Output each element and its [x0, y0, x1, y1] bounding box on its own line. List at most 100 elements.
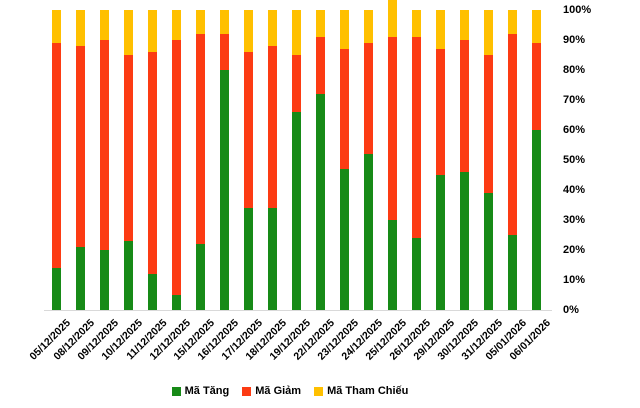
bar-segment-2 — [196, 10, 205, 34]
bar-segment-0 — [316, 94, 325, 310]
bar-25-12-2025 — [388, 0, 397, 310]
legend-label: Mã Tăng — [184, 385, 230, 397]
bar-segment-1 — [172, 40, 181, 295]
bar-segment-1 — [76, 46, 85, 247]
bar-26-12-2025 — [412, 10, 421, 310]
bar-segment-0 — [268, 208, 277, 310]
bar-05-12-2025 — [52, 10, 61, 310]
bar-29-12-2025 — [436, 10, 445, 310]
y-tick-label: 40% — [563, 184, 586, 196]
bar-10-12-2025 — [124, 10, 133, 310]
bar-segment-1 — [268, 46, 277, 208]
legend-swatch-icon — [171, 386, 181, 396]
bar-05-01-2026 — [508, 10, 517, 310]
bar-segment-2 — [484, 10, 493, 55]
bar-23-12-2025 — [340, 10, 349, 310]
bar-segment-0 — [364, 154, 373, 310]
bar-30-12-2025 — [460, 10, 469, 310]
bar-segment-1 — [340, 49, 349, 169]
bar-segment-1 — [436, 49, 445, 175]
bar-segment-0 — [340, 169, 349, 310]
bar-segment-0 — [220, 70, 229, 310]
bar-segment-1 — [196, 34, 205, 244]
y-tick-label: 10% — [563, 274, 586, 286]
y-tick-label: 0% — [563, 304, 579, 316]
bar-16-12-2025 — [220, 10, 229, 310]
bar-06-01-2026 — [532, 10, 541, 310]
bar-segment-1 — [484, 55, 493, 193]
y-tick-label: 70% — [563, 94, 586, 106]
y-tick-label: 100% — [563, 4, 592, 16]
bar-segment-1 — [316, 37, 325, 94]
legend-item-0: Mã Tăng — [171, 385, 230, 397]
legend-label: Mã Tham Chiếu — [327, 385, 409, 397]
bar-segment-2 — [412, 10, 421, 37]
bar-segment-0 — [244, 208, 253, 310]
legend-item-1: Mã Giảm — [242, 385, 301, 397]
y-tick-label: 20% — [563, 244, 586, 256]
bar-08-12-2025 — [76, 10, 85, 310]
bar-segment-2 — [436, 10, 445, 49]
bar-segment-2 — [532, 10, 541, 43]
bar-segment-2 — [316, 10, 325, 37]
legend-item-2: Mã Tham Chiếu — [314, 385, 408, 397]
bar-18-12-2025 — [268, 10, 277, 310]
bar-segment-1 — [244, 52, 253, 208]
bar-segment-1 — [100, 40, 109, 250]
bar-17-12-2025 — [244, 10, 253, 310]
bar-segment-2 — [460, 10, 469, 40]
bar-19-12-2025 — [292, 10, 301, 310]
bar-24-12-2025 — [364, 10, 373, 310]
y-tick-label: 30% — [563, 214, 586, 226]
bar-segment-0 — [292, 112, 301, 310]
bar-segment-2 — [100, 10, 109, 40]
bar-segment-0 — [100, 250, 109, 310]
bar-segment-0 — [124, 241, 133, 310]
x-axis-line — [44, 310, 552, 311]
bar-22-12-2025 — [316, 10, 325, 310]
bar-segment-1 — [364, 43, 373, 154]
bar-segment-1 — [148, 52, 157, 274]
bar-segment-2 — [292, 10, 301, 55]
bar-segment-2 — [148, 10, 157, 52]
bar-segment-2 — [268, 10, 277, 46]
bar-segment-0 — [532, 130, 541, 310]
bar-segment-1 — [292, 55, 301, 112]
bar-09-12-2025 — [100, 10, 109, 310]
bar-segment-1 — [508, 34, 517, 235]
bar-segment-0 — [52, 268, 61, 310]
bar-15-12-2025 — [196, 10, 205, 310]
bar-segment-1 — [388, 37, 397, 220]
y-tick-label: 50% — [563, 154, 586, 166]
bar-segment-2 — [508, 10, 517, 34]
bar-segment-0 — [148, 274, 157, 310]
bar-segment-0 — [196, 244, 205, 310]
y-tick-label: 60% — [563, 124, 586, 136]
bar-segment-1 — [220, 34, 229, 70]
bar-segment-2 — [76, 10, 85, 46]
bar-segment-1 — [52, 43, 61, 268]
bar-11-12-2025 — [148, 10, 157, 310]
bar-segment-1 — [124, 55, 133, 241]
bar-segment-0 — [412, 238, 421, 310]
bar-segment-0 — [460, 172, 469, 310]
bar-segment-1 — [412, 37, 421, 238]
bar-segment-1 — [460, 40, 469, 172]
bar-segment-0 — [172, 295, 181, 310]
bar-segment-0 — [484, 193, 493, 310]
bar-segment-2 — [340, 10, 349, 49]
bar-segment-2 — [364, 10, 373, 43]
bar-12-12-2025 — [172, 10, 181, 310]
bar-segment-2 — [220, 10, 229, 34]
bar-segment-2 — [124, 10, 133, 55]
bar-segment-2 — [172, 10, 181, 40]
y-tick-label: 90% — [563, 34, 586, 46]
legend: Mã Tăng Mã Giảm Mã Tham Chiếu — [0, 385, 580, 397]
bar-segment-0 — [436, 175, 445, 310]
bar-segment-0 — [388, 220, 397, 310]
bar-segment-1 — [532, 43, 541, 130]
bar-segment-0 — [76, 247, 85, 310]
legend-label: Mã Giảm — [255, 385, 302, 397]
